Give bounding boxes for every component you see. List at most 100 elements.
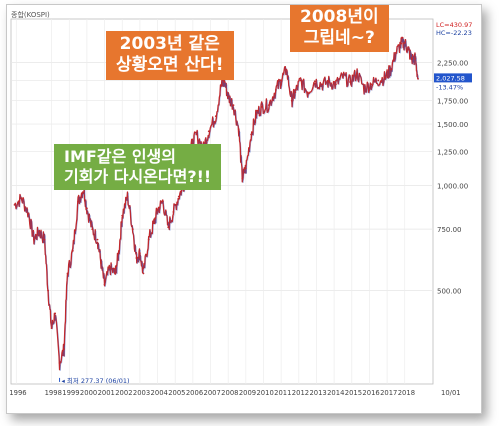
x-tick-label: 2017 — [380, 389, 397, 397]
x-tick-label: 2007 — [204, 389, 221, 397]
data-point — [241, 177, 244, 180]
data-point — [400, 42, 403, 45]
x-tick-label: 2008 — [221, 389, 238, 397]
y-tick-label: 1,250.00 — [437, 149, 468, 157]
data-point — [342, 75, 344, 78]
data-point — [384, 76, 387, 79]
data-point — [167, 226, 170, 229]
data-point — [126, 195, 129, 198]
change-percent-label: -13.47% — [436, 83, 463, 91]
data-point — [285, 68, 288, 71]
data-point — [407, 48, 410, 51]
x-tick-label: 2014 — [327, 389, 344, 397]
data-point — [327, 81, 330, 83]
price-line — [13, 36, 419, 371]
y-tick-label: 1,500.00 — [437, 121, 468, 129]
data-point — [260, 105, 263, 108]
x-tick-label: 2012 — [292, 389, 309, 397]
chart-title: 종합(KOSPI) — [11, 10, 50, 19]
data-point — [223, 81, 226, 83]
current-price-box — [434, 73, 472, 83]
callout-imf: IMF같은 인생의 기회가 다시온다면?!! — [54, 144, 222, 190]
x-tick-label: 2003 — [133, 389, 150, 397]
data-point — [363, 87, 366, 90]
y-tick-label: 1,000.00 — [437, 183, 468, 191]
data-point — [356, 72, 358, 74]
data-point — [195, 133, 198, 136]
data-point — [244, 167, 247, 170]
y-tick-label: 750.00 — [437, 226, 462, 234]
data-point — [290, 99, 293, 102]
data-point — [50, 327, 53, 330]
data-point — [294, 91, 297, 94]
x-tick-label: 2005 — [168, 389, 185, 397]
data-point — [131, 228, 134, 231]
data-point — [156, 209, 159, 212]
y-axis: 500.00 750.00 1,000.00 1,250.00 1,500.00 1,75… — [437, 60, 468, 296]
x-tick-label: 2006 — [186, 389, 203, 397]
data-point — [417, 77, 419, 80]
x-tick-label: 2000 — [80, 389, 97, 397]
data-point — [96, 238, 99, 241]
data-point — [377, 79, 380, 82]
price-shadow-line — [15, 38, 420, 371]
data-point — [47, 289, 49, 292]
data-point — [395, 51, 397, 54]
data-point — [237, 128, 240, 131]
data-point — [177, 195, 180, 198]
data-point — [147, 238, 150, 241]
data-point — [54, 312, 57, 315]
data-point — [100, 262, 102, 264]
min-annotation: ◂ 최저 277.37 (06/01) — [62, 376, 130, 385]
callout-2008-line1: 2008년이 — [300, 7, 379, 27]
callout-2008-line2: 그립네~? — [303, 28, 375, 49]
data-point — [389, 68, 392, 71]
data-point — [108, 267, 111, 269]
data-point — [250, 133, 253, 136]
data-point — [77, 200, 79, 203]
data-point — [306, 91, 309, 94]
data-point — [370, 83, 373, 86]
data-point — [227, 95, 230, 98]
y-tick-label: 500.00 — [437, 288, 462, 296]
data-point — [232, 104, 235, 106]
data-point — [403, 42, 406, 44]
data-point — [320, 83, 323, 86]
data-point — [349, 81, 351, 83]
data-point — [27, 212, 30, 215]
data-point — [410, 58, 413, 61]
x-tick-label: 2009 — [239, 389, 256, 397]
data-point — [267, 104, 270, 106]
data-point — [33, 238, 35, 241]
data-point — [172, 211, 175, 213]
data-point — [274, 88, 277, 91]
data-point — [207, 130, 210, 133]
data-point — [43, 238, 46, 241]
x-tick-label: 1999 — [62, 389, 79, 397]
data-point — [161, 200, 164, 203]
chart-frame: 1996 1998 1999 2000 2001 2002 2003 2004 2005 2006… — [6, 4, 482, 414]
kospi-chart: 1996 1998 1999 2000 2001 2002 2003 2004 2005 2006… — [9, 10, 472, 397]
x-tick-label: 2004 — [151, 389, 168, 397]
x-tick-label: 2011 — [274, 389, 291, 397]
x-end-label: 10/01 — [441, 389, 461, 397]
callout-imf-line2: 기회가 다시온다면?!! — [64, 167, 212, 186]
current-price-label: 2,027.58 — [436, 74, 465, 82]
x-tick-label: 2018 — [398, 389, 415, 397]
data-point — [313, 80, 316, 83]
callout-2003-line1: 2003년 같은 — [119, 34, 220, 54]
data-point — [142, 272, 145, 275]
data-point — [334, 83, 337, 86]
data-point — [86, 207, 88, 210]
callout-2003: 2003년 같은 상황오면 산다! — [106, 31, 234, 80]
y-tick-label: 2,250.00 — [437, 60, 468, 68]
callout-imf-line1: IMF같은 인생의 — [64, 147, 176, 166]
x-tick-label: 2016 — [362, 389, 379, 397]
x-tick-label: 2010 — [256, 389, 273, 397]
callout-2003-line2: 상황오면 산다! — [116, 55, 224, 76]
data-point — [58, 362, 61, 364]
y-tick-label: 1,750.00 — [437, 98, 468, 106]
data-point — [63, 348, 65, 350]
data-point — [299, 79, 302, 82]
